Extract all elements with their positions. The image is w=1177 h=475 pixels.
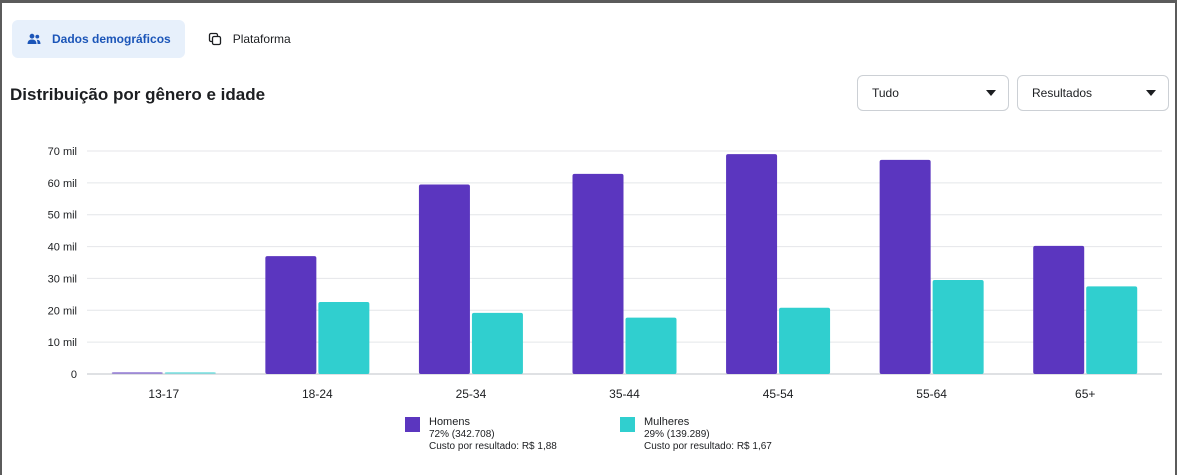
audience-filter-value: Tudo: [872, 86, 899, 100]
bar-women-18-24[interactable]: [318, 302, 370, 374]
bar-men-65+[interactable]: [1033, 245, 1085, 374]
bar-men-25-34[interactable]: [418, 184, 470, 374]
legend-share-men: 72% (342.708): [429, 429, 495, 440]
bar-men-13-17[interactable]: [111, 372, 163, 374]
caret-down-icon: [1146, 90, 1156, 96]
x-tick-label: 13-17: [148, 387, 179, 401]
bar-men-35-44[interactable]: [572, 173, 624, 374]
tab-demographics[interactable]: Dados demográficos: [12, 20, 185, 58]
bar-women-45-54[interactable]: [779, 307, 831, 374]
legend-name-men: Homens: [429, 416, 470, 428]
bar-chart: 0 10 mil 20 mil 30 mil 40 mil 50 mil 60 mil 70 …: [48, 146, 1162, 401]
legend-cost-men: Custo por resultado: R$ 1,88: [429, 441, 557, 452]
legend-share-women: 29% (139.289): [644, 429, 710, 440]
bar-women-65+[interactable]: [1086, 286, 1138, 374]
y-tick-label: 70 mil: [48, 146, 77, 158]
people-icon: [26, 31, 42, 47]
bar-women-35-44[interactable]: [625, 317, 677, 374]
legend-cost-women: Custo por resultado: R$ 1,67: [644, 441, 772, 452]
tab-bar: Dados demográficos Plataforma: [12, 20, 305, 58]
y-tick-label: 10 mil: [48, 337, 77, 349]
tab-platform-label: Plataforma: [232, 32, 291, 46]
legend-item-men: Homens 72% (342.708) Custo por resultado…: [405, 416, 557, 453]
y-tick-label: 40 mil: [48, 242, 77, 254]
bar-women-13-17[interactable]: [164, 372, 216, 374]
metric-dropdown[interactable]: Resultados: [1017, 75, 1169, 111]
caret-down-icon: [986, 90, 996, 96]
legend-swatch-women: [620, 417, 635, 432]
legend-item-women: Mulheres 29% (139.289) Custo por resulta…: [620, 416, 772, 453]
section-title: Distribuição por gênero e idade: [10, 85, 266, 104]
y-tick-label: 30 mil: [48, 273, 77, 285]
x-tick-label: 65+: [1075, 387, 1095, 401]
bar-men-45-54[interactable]: [726, 154, 778, 374]
bar-women-55-64[interactable]: [932, 280, 984, 374]
x-tick-label: 45-54: [763, 387, 794, 401]
y-tick-label: 0: [71, 369, 77, 381]
legend-name-women: Mulheres: [644, 416, 690, 428]
copy-icon: [207, 31, 223, 47]
y-tick-label: 60 mil: [48, 178, 77, 190]
legend-swatch-men: [405, 417, 420, 432]
bar-women-25-34[interactable]: [471, 312, 523, 374]
metric-value: Resultados: [1032, 86, 1093, 100]
bar-men-55-64[interactable]: [879, 159, 931, 374]
bar-men-18-24[interactable]: [265, 256, 317, 374]
audience-filter-dropdown[interactable]: Tudo: [857, 75, 1009, 111]
y-tick-label: 50 mil: [48, 210, 77, 222]
x-tick-label: 35-44: [609, 387, 640, 401]
tab-demographics-label: Dados demográficos: [52, 32, 171, 46]
x-tick-label: 25-34: [456, 387, 487, 401]
x-tick-label: 18-24: [302, 387, 333, 401]
tab-platform[interactable]: Plataforma: [193, 20, 305, 58]
x-tick-label: 55-64: [916, 387, 947, 401]
y-tick-label: 20 mil: [48, 305, 77, 317]
